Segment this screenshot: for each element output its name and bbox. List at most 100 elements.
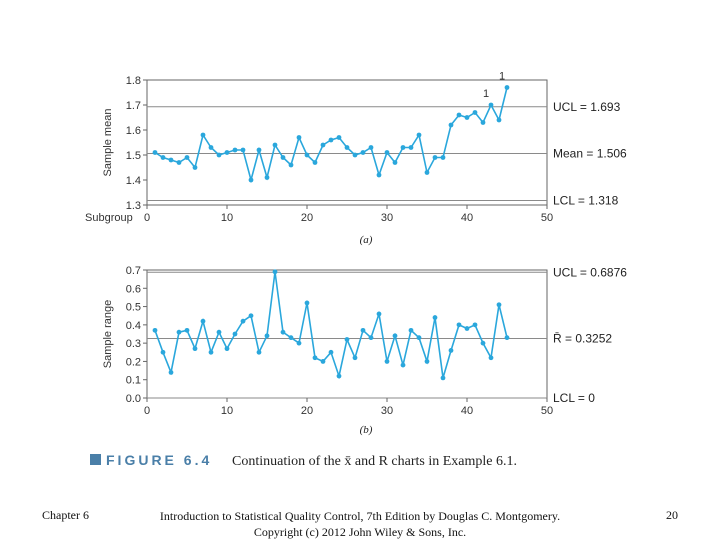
data-point: [400, 362, 406, 368]
data-point: [336, 135, 342, 140]
data-point: [432, 315, 438, 320]
data-point: [224, 150, 230, 155]
out-of-control-marker: 1: [483, 88, 489, 100]
caption-square-icon: [90, 454, 101, 465]
data-point: [368, 145, 374, 150]
data-point: [200, 132, 206, 138]
data-point: [344, 337, 350, 342]
data-point: [256, 147, 262, 153]
data-point: [184, 155, 190, 160]
footer-chapter: Chapter 6: [42, 508, 89, 522]
chart-sub-label: (a): [360, 234, 373, 246]
data-point: [392, 333, 398, 339]
data-point: [360, 327, 366, 333]
data-point: [152, 150, 158, 155]
data-point: [376, 311, 382, 317]
data-point: [480, 120, 486, 125]
x-tick-label: 50: [541, 212, 553, 224]
data-point: [192, 165, 198, 170]
data-point: [392, 160, 398, 165]
data-point: [336, 373, 342, 379]
data-point: [440, 375, 446, 381]
data-point: [480, 340, 486, 346]
data-point: [416, 132, 422, 138]
data-point: [200, 318, 206, 324]
data-point: [272, 269, 278, 275]
data-point: [416, 335, 422, 341]
data-point: [344, 145, 350, 150]
data-point: [152, 327, 158, 333]
x-axis-label: Subgroup: [85, 212, 133, 224]
data-point: [384, 359, 390, 364]
data-point: [184, 327, 190, 333]
x-tick-label: 0: [144, 212, 150, 224]
x-tick-label: 10: [221, 405, 233, 417]
x-tick-label: 20: [301, 405, 313, 417]
data-point: [256, 349, 262, 355]
figure-label: FIGURE 6.4: [106, 452, 212, 468]
y-tick-label: 0.4: [126, 320, 141, 332]
data-point: [168, 157, 174, 163]
control-line-label: UCL = 0.6876: [553, 265, 627, 279]
footer-citation-line1: Introduction to Statistical Quality Cont…: [159, 509, 561, 523]
data-point: [296, 135, 302, 140]
x-tick-label: 50: [541, 405, 553, 417]
data-point: [192, 346, 198, 352]
data-point: [232, 331, 238, 337]
y-axis-label: Sample mean: [102, 109, 114, 177]
data-point: [168, 370, 174, 375]
data-point: [208, 349, 214, 355]
y-tick-label: 1.5: [126, 150, 141, 162]
data-point: [296, 340, 302, 346]
data-point: [328, 349, 334, 355]
y-tick-label: 0.2: [126, 356, 141, 368]
data-point: [264, 333, 270, 339]
footer-page-number: 20: [666, 508, 678, 522]
chart-sub-label: (b): [360, 424, 373, 436]
data-point: [368, 335, 374, 341]
data-point: [432, 155, 438, 160]
control-line-label: R̄ = 0.3252: [553, 332, 612, 346]
data-point: [320, 142, 326, 148]
data-point: [328, 137, 334, 143]
data-point: [280, 329, 286, 335]
plot-frame: [146, 79, 548, 206]
data-point: [440, 155, 446, 160]
y-tick-label: 0.5: [126, 302, 141, 314]
data-point: [312, 160, 318, 165]
series-line: [154, 87, 508, 184]
y-tick-label: 1.4: [126, 175, 141, 187]
data-point: [352, 355, 358, 361]
data-point: [456, 112, 462, 118]
data-point: [400, 145, 406, 150]
y-tick-label: 1.8: [126, 75, 141, 87]
data-point: [160, 155, 166, 160]
data-point: [312, 355, 318, 361]
y-tick-label: 0.3: [126, 338, 141, 350]
data-point: [408, 327, 414, 333]
data-point: [496, 302, 502, 308]
data-point: [496, 117, 502, 123]
figure-caption: Continuation of the x̄ and R charts in E…: [232, 454, 517, 469]
xbar-chart: UCL = 1.693 Mean = 1.506 LCL = 1.318 1.3 1.4…: [85, 71, 627, 247]
data-point: [456, 322, 462, 328]
out-of-control-marker: 1: [499, 71, 505, 83]
data-point: [384, 150, 390, 155]
data-point: [352, 152, 358, 158]
y-tick-label: 1.7: [126, 100, 141, 112]
data-point: [248, 177, 254, 183]
data-point: [216, 329, 222, 335]
data-point: [288, 335, 294, 341]
data-point: [304, 152, 310, 158]
data-point: [216, 152, 222, 158]
data-point: [272, 142, 278, 148]
y-axis-label: Sample range: [102, 300, 114, 369]
data-point: [376, 172, 382, 178]
y-tick-label: 0.7: [126, 265, 141, 277]
data-point: [304, 300, 310, 306]
data-point: [448, 122, 454, 128]
data-point: [488, 102, 494, 108]
data-point: [488, 355, 494, 361]
data-point: [320, 359, 326, 364]
